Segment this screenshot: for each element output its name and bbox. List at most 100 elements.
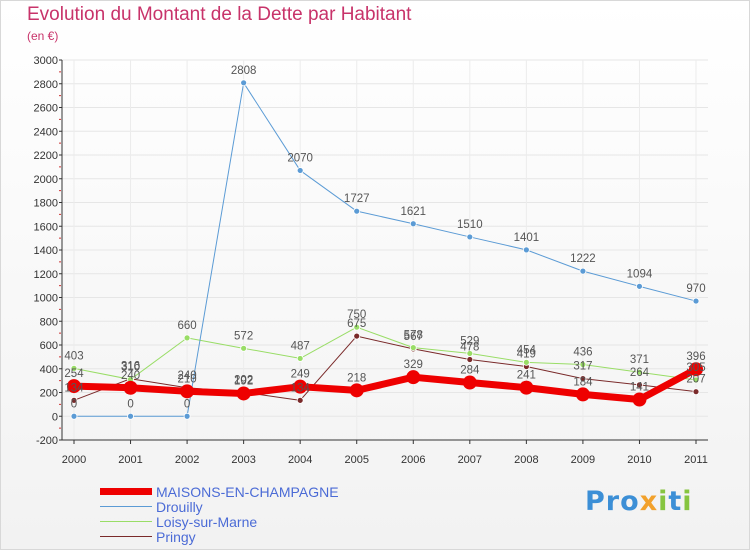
data-point-loisy-sur-marne (636, 368, 643, 376)
y-tick-label: 400 (40, 364, 58, 376)
y-tick-label: 2000 (34, 174, 58, 186)
data-label-drouilly: 1222 (570, 253, 596, 265)
legend: MAISONS-EN-CHAMPAGNE Drouilly Loisy-sur-Ma… (100, 484, 339, 545)
data-point-drouilly (183, 412, 191, 420)
y-tick-label: 200 (40, 388, 58, 400)
data-label-maisons-en-champagne: 284 (460, 365, 480, 377)
legend-item-loisy-sur-marne: Loisy-sur-Marne (100, 513, 339, 530)
data-label-drouilly: 1727 (344, 193, 370, 205)
data-point-loisy-sur-marne (409, 344, 417, 352)
data-label-drouilly: 0 (71, 398, 77, 410)
y-tick-label: -200 (36, 435, 58, 447)
data-label-loisy-sur-marne: 487 (291, 340, 310, 352)
x-tick-label: 2001 (118, 454, 142, 466)
data-label-drouilly: 1621 (400, 206, 426, 218)
legend-item-drouilly: Drouilly (100, 499, 339, 515)
grid (62, 59, 708, 441)
data-label-maisons-en-champagne: 184 (573, 376, 593, 388)
series-line-drouilly (74, 82, 697, 417)
data-label-pringy: 134 (291, 382, 311, 394)
data-label-pringy: 317 (573, 361, 592, 373)
data-point-loisy-sur-marne (183, 334, 191, 342)
data-point-maisons-en-champagne (123, 380, 138, 395)
data-point-loisy-sur-marne (466, 350, 474, 357)
logo-letter: t (668, 486, 683, 517)
y-tick-label: 1800 (34, 198, 58, 210)
data-label-maisons-en-champagne: 241 (517, 370, 536, 382)
data-label-loisy-sur-marne: 310 (121, 361, 140, 373)
legend-item-pringy: Pringy (100, 529, 339, 545)
data-point-maisons-en-champagne (406, 370, 421, 385)
data-point-loisy-sur-marne (692, 376, 700, 384)
data-label-loisy-sur-marne: 454 (517, 344, 537, 356)
data-label-pringy: 264 (630, 367, 650, 379)
data-point-pringy (353, 332, 361, 340)
y-tick-label: 0 (52, 411, 58, 423)
data-label-loisy-sur-marne: 660 (177, 320, 196, 332)
data-point-pringy (70, 396, 78, 404)
data-point-drouilly (70, 412, 78, 420)
x-tick-label: 2002 (175, 454, 199, 466)
data-point-loisy-sur-marne (296, 355, 304, 362)
data-point-maisons-en-champagne (632, 392, 647, 407)
logo-letter: o (620, 486, 640, 517)
data-point-maisons-en-champagne (67, 379, 81, 394)
data-label-loisy-sur-marne: 371 (630, 354, 649, 366)
data-label-maisons-en-champagne: 254 (64, 368, 84, 380)
y-axis-unit: (en €) (27, 29, 59, 43)
data-point-drouilly (466, 233, 474, 241)
data-point-maisons-en-champagne (349, 383, 364, 398)
data-label-pringy: 207 (686, 374, 705, 386)
x-tick-label: 2000 (62, 454, 86, 466)
y-tick-label: 2800 (34, 79, 58, 91)
y-tick-label: 3000 (34, 55, 58, 67)
x-tick-label: 2004 (288, 454, 312, 466)
data-point-pringy (296, 396, 304, 404)
data-point-drouilly (240, 79, 248, 87)
data-label-drouilly: 1401 (514, 232, 540, 244)
proxiti-logo: Proxiti (585, 486, 693, 517)
data-point-drouilly (127, 412, 134, 420)
data-label-loisy-sur-marne: 578 (404, 330, 423, 342)
series-line-maisons-en-champagne (73, 366, 698, 404)
logo-letter: i (658, 486, 669, 517)
data-label-maisons-en-champagne: 249 (291, 369, 310, 381)
data-point-maisons-en-champagne (293, 379, 308, 394)
data-point-drouilly (579, 267, 587, 275)
data-label-pringy: 567 (404, 331, 423, 343)
data-point-loisy-sur-marne (579, 361, 587, 368)
data-label-maisons-en-champagne: 396 (686, 351, 705, 363)
x-tick-label: 2010 (627, 454, 651, 466)
y-tick-label: 1400 (34, 245, 58, 257)
y-tick-label: 1600 (34, 221, 58, 233)
data-label-pringy: 419 (517, 348, 536, 360)
data-label-maisons-en-champagne: 218 (347, 372, 366, 384)
series-layer (67, 79, 703, 420)
data-label-maisons-en-champagne: 141 (630, 382, 649, 394)
data-label-pringy: 134 (64, 382, 84, 394)
y-tick-label: 2400 (34, 126, 58, 138)
logo-letter: r (605, 486, 621, 517)
data-point-maisons-en-champagne (575, 387, 590, 402)
data-label-loisy-sur-marne: 436 (573, 346, 592, 358)
data-label-drouilly: 0 (184, 398, 190, 410)
chart-title: Evolution du Montant de la Dette par Hab… (27, 4, 412, 25)
series-line-pringy (73, 335, 697, 401)
legend-swatch (100, 520, 152, 523)
data-point-loisy-sur-marne (353, 323, 361, 331)
data-point-pringy (466, 356, 474, 363)
data-point-maisons-en-champagne (462, 375, 477, 390)
x-tick-label: 2006 (401, 454, 425, 466)
y-tick-label: 600 (40, 340, 58, 352)
data-label-pringy: 202 (234, 374, 253, 386)
data-label-drouilly: 2808 (231, 65, 257, 77)
data-point-drouilly (409, 220, 417, 228)
legend-label: Loisy-sur-Marne (156, 513, 258, 530)
data-point-loisy-sur-marne (240, 344, 248, 352)
data-label-drouilly: 1510 (457, 219, 483, 231)
data-label-maisons-en-champagne: 192 (234, 375, 253, 387)
data-point-drouilly (522, 246, 530, 254)
data-point-pringy (692, 388, 700, 396)
